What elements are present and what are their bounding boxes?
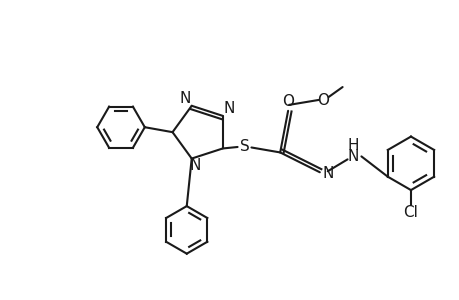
Text: O: O — [316, 93, 328, 108]
Text: N: N — [347, 149, 358, 164]
Text: Cl: Cl — [403, 206, 418, 220]
Text: O: O — [281, 94, 293, 110]
Text: S: S — [239, 139, 249, 154]
Text: N: N — [190, 158, 201, 173]
Text: H: H — [347, 138, 358, 153]
Text: N: N — [179, 91, 190, 106]
Text: N: N — [224, 101, 235, 116]
Text: N: N — [321, 166, 333, 181]
